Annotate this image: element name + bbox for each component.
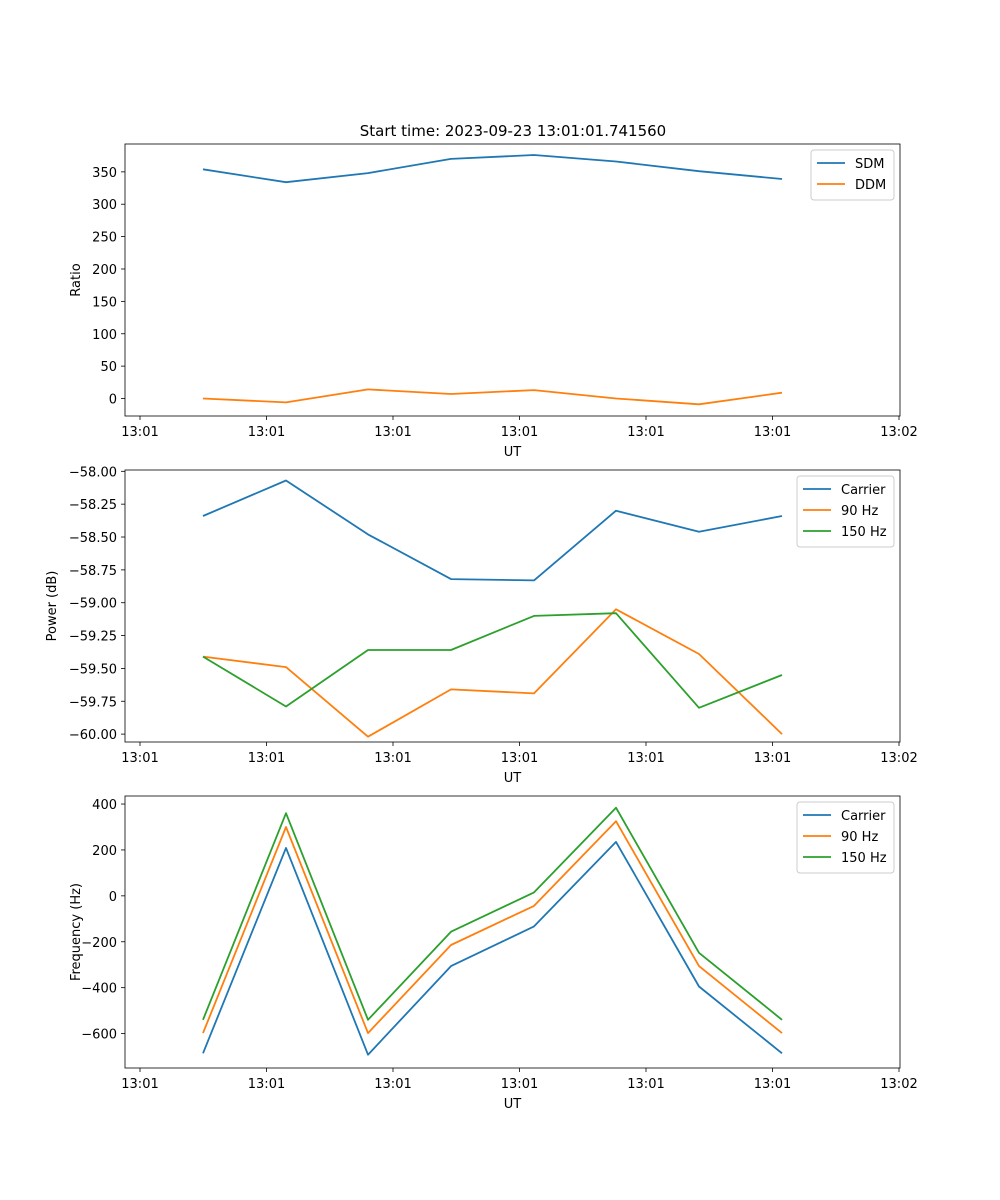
power-axes-frame <box>124 469 901 743</box>
power-series-150-hz-line <box>202 612 783 709</box>
power-legend <box>796 475 895 548</box>
ratio-y-axis-label: Ratio <box>69 263 84 296</box>
power-y-tick-label: −58.25 <box>69 498 117 513</box>
ratio-legend-label: SDM <box>855 157 884 172</box>
frequency-series-carrier-line <box>202 841 783 1056</box>
ratio-y-tick-label: 200 <box>92 263 117 278</box>
frequency-series-90-hz-line <box>202 820 783 1034</box>
ratio-panel: 13:01 13:01 13:01 13:01 13:01 13:01 13:02 0 50 10… <box>69 143 918 460</box>
frequency-x-tick-label: 13:01 <box>248 1077 285 1092</box>
ratio-x-axis-label: UT <box>504 445 522 460</box>
frequency-axes-frame <box>124 795 901 1069</box>
ratio-y-tick-label: 50 <box>100 360 117 375</box>
frequency-legend-label: Carrier <box>841 809 886 824</box>
ratio-axes-frame <box>124 143 901 417</box>
frequency-y-tick-label: 0 <box>109 890 117 905</box>
figure-title: Start time: 2023-09-23 13:01:01.741560 <box>360 122 666 140</box>
power-legend-label: 90 Hz <box>841 504 878 519</box>
frequency-x-tick-label: 13:01 <box>121 1077 158 1092</box>
ratio-x-tick-label: 13:01 <box>627 425 664 440</box>
ratio-series-sdm-line <box>202 154 783 184</box>
frequency-legend <box>796 801 895 874</box>
ratio-x-tick-label: 13:01 <box>374 425 411 440</box>
power-legend-label: Carrier <box>841 483 886 498</box>
frequency-x-tick-label: 13:02 <box>880 1077 917 1092</box>
frequency-x-axis-label: UT <box>504 1097 522 1112</box>
power-series-90-hz-line <box>202 608 783 738</box>
power-y-axis-label: Power (dB) <box>45 571 60 642</box>
power-panel: 13:01 13:01 13:01 13:01 13:01 13:01 13:02 −60.0… <box>45 465 918 786</box>
ratio-series-ddm-line <box>202 388 783 406</box>
frequency-y-tick-label: 400 <box>92 798 117 813</box>
frequency-x-tick-label: 13:01 <box>754 1077 791 1092</box>
ratio-x-tick-label: 13:02 <box>880 425 917 440</box>
frequency-y-tick-label: −600 <box>81 1028 117 1043</box>
power-legend-label: 150 Hz <box>841 525 887 540</box>
frequency-y-tick-label: −200 <box>81 936 117 951</box>
ratio-x-tick-label: 13:01 <box>501 425 538 440</box>
frequency-x-tick-label: 13:01 <box>627 1077 664 1092</box>
power-x-axis-label: UT <box>504 771 522 786</box>
power-x-tick-label: 13:01 <box>754 751 791 766</box>
frequency-x-tick-label: 13:01 <box>374 1077 411 1092</box>
power-y-tick-label: −59.75 <box>69 695 117 710</box>
power-x-tick-label: 13:01 <box>501 751 538 766</box>
power-y-tick-label: −60.00 <box>69 728 117 743</box>
ratio-y-tick-label: 0 <box>109 393 117 408</box>
ratio-y-tick-label: 150 <box>92 295 117 310</box>
ratio-x-tick-label: 13:01 <box>248 425 285 440</box>
ratio-y-tick-label: 250 <box>92 231 117 246</box>
power-y-tick-label: −59.25 <box>69 630 117 645</box>
frequency-x-tick-label: 13:01 <box>501 1077 538 1092</box>
frequency-y-tick-label: 200 <box>92 844 117 859</box>
ratio-legend-label: DDM <box>855 178 886 193</box>
frequency-legend-label: 90 Hz <box>841 830 878 845</box>
power-x-tick-label: 13:01 <box>248 751 285 766</box>
frequency-y-tick-label: −400 <box>81 982 117 997</box>
frequency-legend-label: 150 Hz <box>841 851 887 866</box>
power-x-tick-label: 13:01 <box>121 751 158 766</box>
frequency-series-150-hz-line <box>202 806 783 1021</box>
power-y-tick-label: −58.00 <box>69 465 117 480</box>
ratio-y-tick-label: 100 <box>92 328 117 343</box>
ratio-x-tick-label: 13:01 <box>754 425 791 440</box>
power-y-tick-label: −59.00 <box>69 597 117 612</box>
frequency-panel: 13:01 13:01 13:01 13:01 13:01 13:01 13:02 −600 −… <box>69 795 918 1112</box>
power-x-tick-label: 13:01 <box>627 751 664 766</box>
power-series-carrier-line <box>202 479 783 582</box>
power-x-tick-label: 13:02 <box>880 751 917 766</box>
ratio-y-tick-label: 350 <box>92 166 117 181</box>
power-y-tick-label: −58.75 <box>69 564 117 579</box>
power-y-tick-label: −58.50 <box>69 531 117 546</box>
ratio-x-tick-label: 13:01 <box>121 425 158 440</box>
ratio-y-tick-label: 300 <box>92 198 117 213</box>
power-x-tick-label: 13:01 <box>374 751 411 766</box>
frequency-y-axis-label: Frequency (Hz) <box>69 883 84 981</box>
power-y-tick-label: −59.50 <box>69 662 117 677</box>
